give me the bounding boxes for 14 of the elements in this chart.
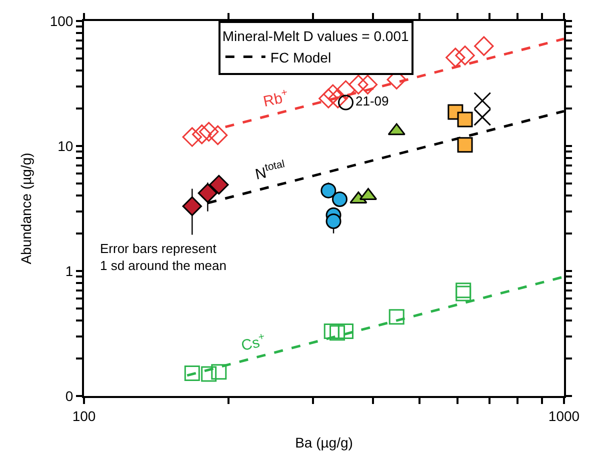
x-axis-title: Ba (µg/g) <box>295 434 353 451</box>
legend-title: Mineral-Melt D values = 0.001 <box>222 28 409 44</box>
y-tick-label: 0 <box>65 388 74 404</box>
annotation: Cs$^{+}$ <box>239 330 268 355</box>
legend-label: FC Model <box>270 49 332 66</box>
series-label: 21-09 <box>356 94 389 109</box>
y-tick-label: 100 <box>50 12 74 29</box>
y-tick-label: 10 <box>58 138 74 154</box>
annotation: N$^{total}$ <box>253 158 288 184</box>
y-tick-label: 1 <box>65 262 74 279</box>
x-tick-label: 1000 <box>548 408 580 424</box>
annotation: Error bars represent 1 sd around the mean <box>100 241 226 273</box>
annotation: Rb$^{+}$ <box>261 86 290 111</box>
y-axis-title: Abundance (µg/g) <box>18 152 34 264</box>
